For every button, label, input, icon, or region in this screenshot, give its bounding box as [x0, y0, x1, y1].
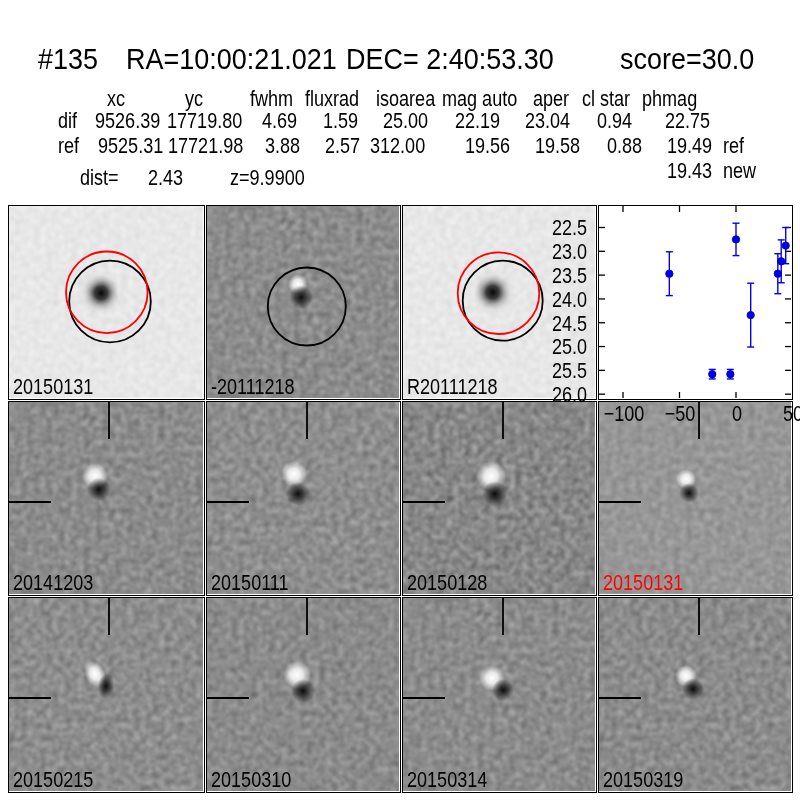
table-header-aper: aper: [533, 88, 569, 110]
data-point: [747, 311, 754, 318]
cell-ref-6: 19.58: [535, 135, 580, 157]
cell-ref-0: 9525.31: [98, 135, 163, 157]
table-header-xc: xc: [107, 88, 125, 110]
data-point: [732, 236, 739, 243]
cell-ref-7: 0.88: [607, 135, 642, 157]
dist-label: dist=: [80, 167, 119, 189]
cell-ref-3: 2.57: [325, 135, 360, 157]
ytick-label-25.5: 25.5: [530, 360, 587, 382]
ytick-label-23.5: 23.5: [530, 265, 587, 287]
stamp-date-label: -20111218: [211, 376, 295, 398]
cell-dif-0: 9526.39: [95, 110, 160, 132]
cell-dif-4: 25.00: [383, 110, 428, 132]
stamp-date-label: 20150314: [407, 769, 487, 791]
data-point: [782, 242, 789, 249]
ytick-label-23.0: 23.0: [530, 241, 587, 263]
stamp-date-label: 20150131: [13, 376, 93, 398]
cell-dif-8: 22.75: [665, 110, 710, 132]
cell-ref-4: 312.00: [370, 135, 425, 157]
ytick-label-24.0: 24.0: [530, 289, 587, 311]
stamp-date-label: 20141203: [13, 572, 93, 594]
title-score: score=30.0: [620, 45, 754, 74]
table-header-mag-auto: mag auto: [442, 88, 517, 110]
stamp-diff-20150131: 20150131: [598, 401, 793, 596]
stamp-diff-20150310: 20150310: [206, 597, 401, 793]
row-label-ref: ref: [58, 135, 79, 157]
cell-ref-suffix: ref: [723, 135, 744, 157]
cell-ref-5: 19.56: [465, 135, 510, 157]
stamp-date-label: 20150131: [603, 572, 683, 594]
figure-page: { "title": { "id": "#135", "ra": "RA=10:…: [0, 0, 800, 800]
stamp-diff-20150314: 20150314: [402, 597, 597, 793]
ytick-label-26.0: 26.0: [530, 384, 587, 406]
cell-dif-6: 23.04: [525, 110, 570, 132]
data-point: [774, 270, 781, 277]
title-dec: DEC= 2:40:53.30: [346, 45, 554, 74]
stamp-diff-20150128: 20150128: [402, 401, 597, 596]
stamp-date-label: 20150111: [211, 572, 289, 594]
cell-ref-8: 19.49: [667, 135, 712, 157]
lightcurve-panel: [598, 205, 793, 400]
table-header-yc: yc: [185, 88, 203, 110]
data-point: [778, 258, 785, 265]
stamp-date-label: R20111218: [407, 376, 498, 398]
cell-dif-2: 4.69: [262, 110, 297, 132]
xtick-label-3: 50: [756, 403, 800, 425]
stamp-date-label: 20150128: [407, 572, 487, 594]
data-point: [709, 370, 716, 377]
z-value: z=9.9900: [230, 167, 305, 189]
cell-ref-2: 3.88: [265, 135, 300, 157]
row-label-dif: dif: [58, 110, 77, 132]
dist-value: 2.43: [148, 167, 183, 189]
table-header-fluxrad: fluxrad: [305, 88, 359, 110]
data-point: [727, 370, 734, 377]
stamp-ref--20111218: -20111218: [206, 205, 401, 400]
table-header-isoarea: isoarea: [376, 88, 435, 110]
stamp-diff-20150319: 20150319: [598, 597, 793, 793]
stamp-date-label: 20150310: [211, 769, 291, 791]
cell-dif-3: 1.59: [323, 110, 358, 132]
data-point: [666, 270, 673, 277]
ytick-label-24.5: 24.5: [530, 313, 587, 335]
table-header-cl-star: cl star: [582, 88, 630, 110]
stamp-new-20150131: 20150131: [8, 205, 205, 400]
candidate-id: #135: [38, 45, 98, 74]
cell-dif-7: 0.94: [597, 110, 632, 132]
cell-ref-1: 17721.98: [168, 135, 243, 157]
table-header-phmag: phmag: [642, 88, 697, 110]
stamp-date-label: 20150319: [603, 769, 683, 791]
stamp-diff-20150111: 20150111: [206, 401, 401, 596]
table-header-fwhm: fwhm: [250, 88, 293, 110]
stamp-diff-20150215: 20150215: [8, 597, 205, 793]
ytick-label-25.0: 25.0: [530, 336, 587, 358]
ytick-label-22.5: 22.5: [530, 217, 587, 239]
stamp-diff-20141203: 20141203: [8, 401, 205, 596]
cell-dif-1: 17719.80: [167, 110, 242, 132]
extra-phmag-suffix: new: [723, 160, 756, 182]
cell-dif-5: 22.19: [455, 110, 500, 132]
title-ra: RA=10:00:21.021: [126, 45, 337, 74]
stamp-date-label: 20150215: [13, 769, 93, 791]
extra-phmag-value: 19.43: [667, 160, 712, 182]
